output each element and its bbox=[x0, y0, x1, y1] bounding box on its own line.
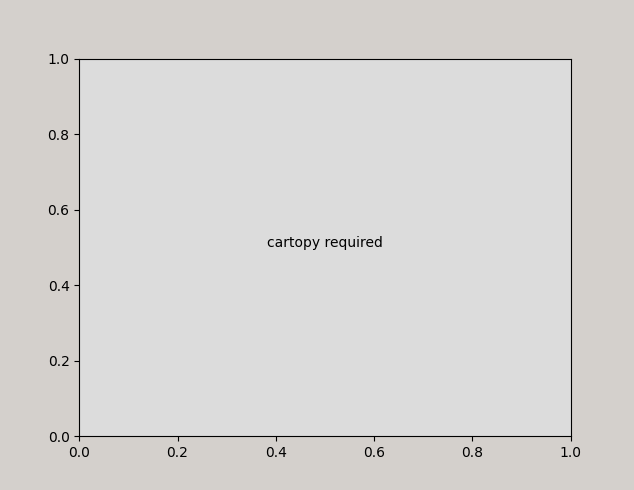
Text: cartopy required: cartopy required bbox=[267, 237, 383, 250]
